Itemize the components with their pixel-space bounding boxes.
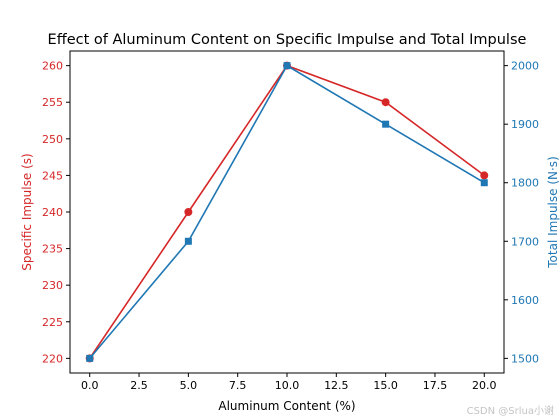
total-impulse-point (86, 354, 94, 362)
right-y-tick-label: 1600 (511, 294, 539, 307)
specific-impulse-point (184, 208, 193, 216)
left-y-tick-label: 225 (42, 316, 63, 329)
total-impulse-point (480, 179, 488, 187)
left-y-tick-label: 260 (42, 60, 63, 73)
left-y-tick-label: 255 (42, 96, 63, 109)
total-impulse-point (283, 62, 291, 70)
specific-impulse-line (89, 64, 485, 359)
left-y-tick-label: 220 (42, 352, 63, 365)
left-y-tick-label: 235 (42, 243, 63, 256)
x-tick-label: 5.0 (180, 379, 198, 392)
total-impulse-line (89, 64, 485, 359)
left-y-tick-label: 240 (42, 206, 63, 219)
x-axis: 0.0 2.5 5.0 7.5 10.0 12.5 15.0 17.5 20.0 (81, 373, 497, 392)
right-y-axis: 1500 1600 1700 1800 1900 2000 (504, 60, 539, 365)
x-tick-label: 20.0 (472, 379, 497, 392)
left-y-tick-label: 250 (42, 133, 63, 146)
x-tick-label: 7.5 (229, 379, 247, 392)
right-y-tick-label: 1900 (511, 118, 539, 131)
right-y-axis-label: Total Impulse (N·s) (546, 156, 560, 268)
x-tick-label: 2.5 (130, 379, 148, 392)
plot-frame (69, 50, 505, 374)
x-axis-label: Aluminum Content (%) (218, 399, 355, 413)
x-tick-label: 17.5 (423, 379, 448, 392)
x-tick-label: 12.5 (324, 379, 349, 392)
total-impulse-point (382, 120, 390, 128)
x-tick-label: 0.0 (81, 379, 99, 392)
right-y-tick-label: 1700 (511, 235, 539, 248)
right-y-tick-label: 1500 (511, 352, 539, 365)
left-y-axis-label: Specific Impulse (s) (20, 153, 34, 270)
watermark: CSDN @Srlua小谢 (466, 406, 554, 417)
right-y-tick-label: 1800 (511, 177, 539, 190)
chart-title: Effect of Aluminum Content on Specific I… (48, 32, 527, 48)
series-layer (85, 61, 489, 363)
right-y-tick-label: 2000 (511, 60, 539, 73)
total-impulse-point (184, 237, 192, 245)
left-y-tick-label: 230 (42, 279, 63, 292)
left-y-tick-label: 245 (42, 169, 63, 182)
specific-impulse-point (381, 98, 390, 107)
specific-impulse-point (480, 171, 489, 180)
left-y-axis: 220 225 230 235 240 245 250 255 260 (42, 60, 70, 365)
x-tick-label: 15.0 (373, 379, 398, 392)
x-tick-label: 10.0 (275, 379, 300, 392)
